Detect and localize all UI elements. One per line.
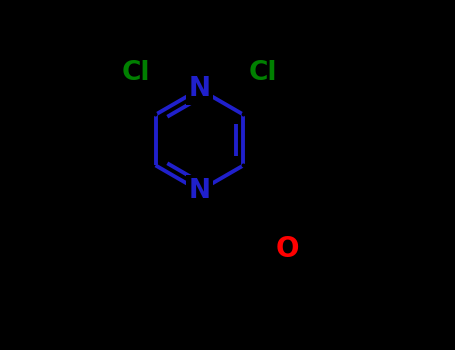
Text: Cl: Cl — [248, 60, 277, 85]
Text: O: O — [275, 235, 299, 262]
Text: N: N — [188, 178, 211, 204]
Text: N: N — [188, 76, 211, 102]
Text: Cl: Cl — [122, 60, 151, 85]
